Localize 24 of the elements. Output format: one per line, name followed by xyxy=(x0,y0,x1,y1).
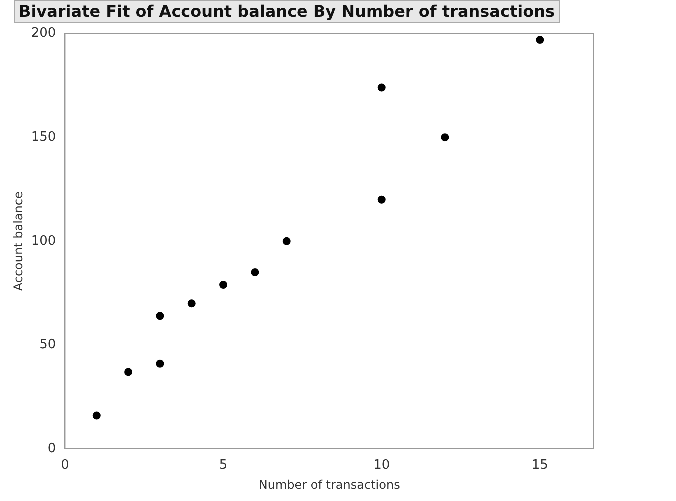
chart-title: Bivariate Fit of Account balance By Number of transactions xyxy=(14,0,560,23)
point xyxy=(251,268,260,277)
x-tick-label: 10 xyxy=(374,458,390,474)
point xyxy=(378,196,386,204)
point xyxy=(441,134,450,142)
y-tick-label: 100 xyxy=(31,234,56,249)
y-axis-title: Account balance xyxy=(11,192,26,292)
point xyxy=(156,360,164,368)
y-tick-label: 150 xyxy=(31,130,56,145)
x-tick-label: 5 xyxy=(219,458,228,474)
point xyxy=(124,368,133,376)
point xyxy=(536,36,544,44)
point xyxy=(282,237,291,246)
point xyxy=(156,312,164,320)
y-tick-label: 50 xyxy=(40,338,56,353)
point xyxy=(378,84,386,92)
x-axis-title: Number of transactions xyxy=(258,478,400,492)
x-tick-label: 0 xyxy=(61,458,70,474)
point xyxy=(188,300,196,308)
x-tick-label: 15 xyxy=(532,458,548,474)
point xyxy=(220,280,228,289)
y-tick-label: 200 xyxy=(31,26,56,42)
point xyxy=(92,412,101,420)
y-tick-label: 0 xyxy=(48,441,56,456)
